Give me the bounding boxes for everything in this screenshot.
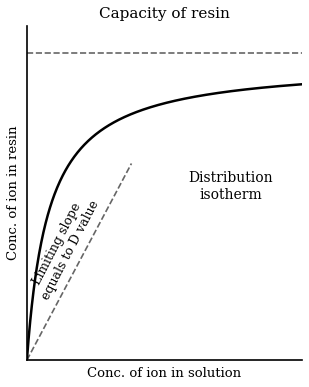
Y-axis label: Conc. of ion in resin: Conc. of ion in resin	[7, 126, 20, 260]
X-axis label: Conc. of ion in solution: Conc. of ion in solution	[87, 367, 242, 380]
Text: Limiting slope
equals to D value: Limiting slope equals to D value	[26, 192, 102, 302]
Title: Capacity of resin: Capacity of resin	[99, 7, 230, 21]
Text: Distribution
isotherm: Distribution isotherm	[188, 171, 273, 202]
